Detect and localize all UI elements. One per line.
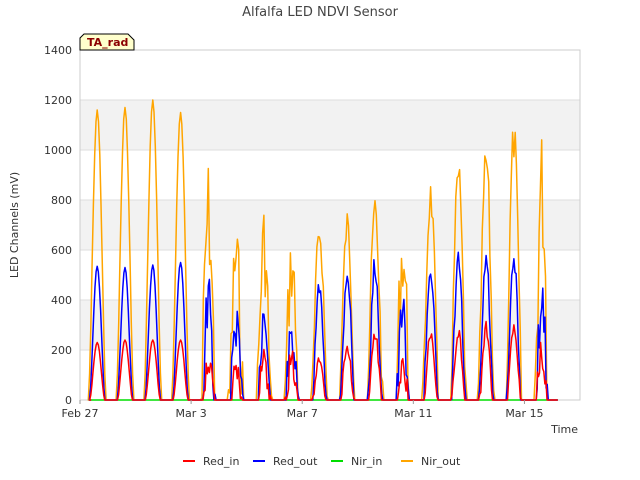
legend-label: Red_out [273,455,318,468]
y-tick-label: 200 [51,344,72,357]
series-layer [87,99,558,401]
series-red-out-blue-line [88,251,558,401]
y-tick-label: 1200 [44,94,72,107]
plot-band [80,100,580,150]
plot-band [80,200,580,250]
plot-bands [80,100,580,350]
badge-label: TA_rad [87,36,128,49]
x-tick-label: Mar 3 [175,407,206,420]
x-axis-title: Time [550,423,578,436]
chart-title: Alfalfa LED NDVI Sensor [242,5,399,20]
legend-label: Nir_out [421,455,461,468]
y-tick-label: 800 [51,194,72,207]
x-tick-label: Mar 15 [505,407,543,420]
y-axis-ticks: 0 200 400 600 800 1000 1200 1400 [44,44,72,407]
badge: TA_rad [79,33,135,51]
y-tick-label: 1000 [44,144,72,157]
series-red-out-line [88,320,558,401]
y-tick-label: 1400 [44,44,72,57]
x-tick-label: Feb 27 [62,407,99,420]
y-axis-title: LED Channels (mV) [8,172,21,278]
y-tick-label: 0 [65,394,72,407]
legend: Red_in Red_out Nir_in Nir_out [183,455,461,468]
x-tick-label: Mar 11 [394,407,432,420]
y-tick-label: 600 [51,244,72,257]
x-axis-ticks: Feb 27 Mar 3 Mar 7 Mar 11 Mar 15 [62,400,544,420]
series-nir-out-line [87,99,558,401]
badge-box [79,33,135,51]
y-tick-label: 400 [51,294,72,307]
plot-band [80,300,580,350]
legend-label: Red_in [203,455,239,468]
legend-label: Nir_in [351,455,382,468]
x-tick-label: Mar 7 [287,407,318,420]
